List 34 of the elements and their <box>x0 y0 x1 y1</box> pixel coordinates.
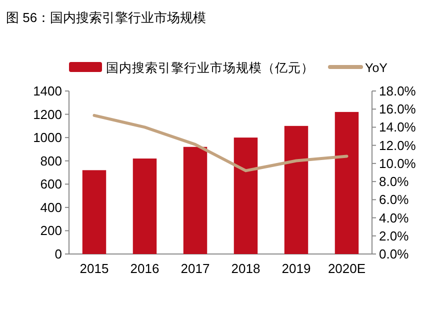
x-tick-label: 2020E <box>328 261 366 276</box>
y-tick-label: 1000 <box>33 130 62 146</box>
y2-tick-label: 4.0% <box>379 210 410 226</box>
x-tick-label: 2017 <box>180 261 210 276</box>
bar <box>132 158 157 254</box>
y-tick-label: 800 <box>40 153 62 168</box>
legend-label: YoY <box>365 61 388 75</box>
y2-tick-label: 10.0% <box>379 156 416 171</box>
y2-tick-label: 12.0% <box>379 138 416 153</box>
chart-title: 图 56：国内搜索引擎行业市场规模 <box>6 10 206 25</box>
bar <box>284 126 308 254</box>
legend-label: 国内搜索引擎行业市场规模（亿元） <box>106 61 314 75</box>
y2-tick-label: 18.0% <box>379 84 416 98</box>
bar <box>334 112 359 254</box>
y2-tick-label: 16.0% <box>379 102 416 117</box>
y2-tick-label: 6.0% <box>379 192 410 208</box>
y-tick-label: 1400 <box>33 84 62 98</box>
y-tick-label: 0 <box>54 246 62 262</box>
x-tick-label: 2016 <box>130 261 160 276</box>
x-tick-label: 2019 <box>282 261 311 276</box>
y2-tick-label: 2.0% <box>379 228 410 244</box>
x-tick-label: 2015 <box>80 261 109 276</box>
y2-tick-label: 8.0% <box>379 174 410 190</box>
bar <box>183 146 208 254</box>
y-tick-label: 1200 <box>33 106 62 122</box>
x-tick-label: 2018 <box>231 261 260 276</box>
bar <box>82 170 106 254</box>
line-series <box>92 114 348 172</box>
y2-tick-label: 0.0% <box>379 246 410 262</box>
y-tick-label: 200 <box>40 223 62 238</box>
bar <box>234 138 258 254</box>
y-tick-label: 600 <box>40 176 62 192</box>
y2-tick-label: 14.0% <box>379 120 416 135</box>
y-tick-label: 400 <box>40 200 62 215</box>
